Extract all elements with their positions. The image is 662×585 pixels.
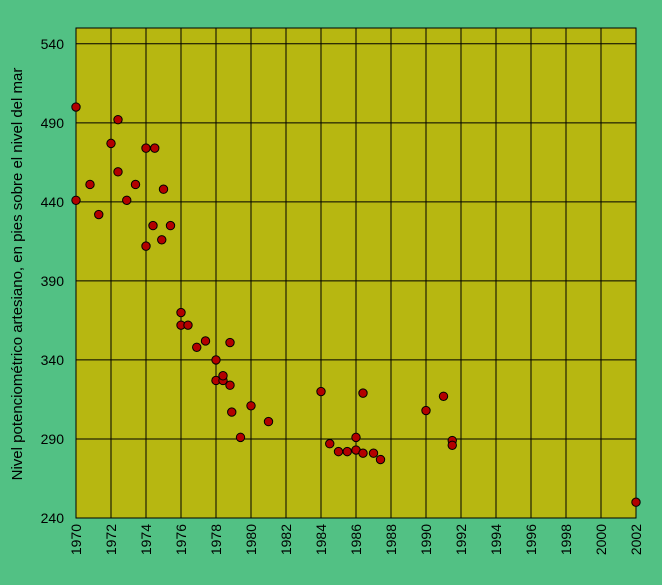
data-point bbox=[130, 179, 141, 190]
x-tick-label: 1998 bbox=[558, 524, 574, 555]
data-point bbox=[94, 209, 104, 220]
data-point bbox=[342, 446, 352, 457]
y-tick-label: 290 bbox=[41, 431, 65, 447]
y-tick-label: 240 bbox=[41, 510, 65, 526]
data-point bbox=[85, 179, 95, 190]
x-tick-label: 1994 bbox=[488, 524, 504, 555]
y-tick-label: 440 bbox=[41, 194, 65, 210]
data-point bbox=[447, 440, 457, 450]
x-tick-label: 1992 bbox=[453, 524, 469, 555]
data-point bbox=[71, 102, 81, 112]
x-tick-label: 1976 bbox=[173, 524, 189, 555]
x-tick-label: 1988 bbox=[383, 524, 399, 555]
data-point bbox=[235, 432, 246, 443]
data-point bbox=[421, 405, 431, 416]
data-point bbox=[246, 401, 256, 411]
data-point bbox=[200, 336, 211, 346]
data-point bbox=[225, 380, 235, 390]
data-point bbox=[113, 114, 123, 125]
x-tick-label: 1996 bbox=[523, 524, 539, 555]
data-point bbox=[325, 439, 335, 449]
data-point bbox=[157, 235, 167, 245]
data-point bbox=[176, 307, 186, 318]
data-point bbox=[165, 220, 176, 231]
x-tick-label: 1974 bbox=[138, 524, 154, 555]
data-point bbox=[316, 386, 326, 397]
data-point bbox=[148, 220, 158, 231]
x-tick-label: 2000 bbox=[593, 524, 609, 555]
data-point bbox=[192, 342, 202, 352]
data-point bbox=[183, 320, 193, 330]
data-point bbox=[218, 371, 228, 381]
y-tick-label: 390 bbox=[41, 273, 65, 289]
data-point bbox=[368, 448, 379, 458]
y-axis-ticks: 240 290 340 390 440 490 540 bbox=[41, 36, 65, 526]
data-point bbox=[333, 446, 344, 457]
x-axis-ticks: 1970 1972 1974 1976 1978 1980 1982 1984 1986 1988… bbox=[68, 524, 644, 555]
x-tick-label: 1978 bbox=[208, 524, 224, 555]
data-point bbox=[358, 448, 368, 458]
data-point bbox=[141, 241, 151, 251]
data-point bbox=[225, 337, 235, 348]
x-tick-label: 1984 bbox=[313, 524, 329, 555]
x-tick-label: 1970 bbox=[68, 524, 84, 555]
y-tick-label: 540 bbox=[41, 36, 65, 52]
y-axis-title: Nivel potenciométrico artesiano, en pies… bbox=[9, 68, 26, 481]
data-point bbox=[358, 388, 368, 398]
data-point bbox=[122, 195, 132, 205]
data-point bbox=[150, 143, 160, 153]
data-point bbox=[211, 355, 221, 365]
y-tick-label: 490 bbox=[41, 115, 65, 131]
data-point bbox=[71, 195, 81, 205]
data-point bbox=[141, 143, 151, 153]
data-point bbox=[375, 454, 386, 465]
data-point bbox=[438, 391, 449, 401]
data-point bbox=[227, 407, 237, 417]
data-point bbox=[263, 416, 274, 427]
data-point bbox=[106, 138, 116, 149]
x-tick-label: 1980 bbox=[243, 524, 259, 555]
x-tick-label: 2002 bbox=[628, 524, 644, 555]
y-tick-label: 340 bbox=[41, 352, 65, 368]
data-point bbox=[351, 432, 361, 443]
x-tick-label: 1986 bbox=[348, 524, 364, 555]
data-point bbox=[631, 497, 641, 507]
x-tick-label: 1990 bbox=[418, 524, 434, 555]
x-tick-label: 1982 bbox=[278, 524, 294, 555]
data-point bbox=[158, 184, 169, 194]
data-point bbox=[113, 167, 123, 177]
data-points bbox=[71, 102, 641, 507]
x-tick-label: 1972 bbox=[103, 524, 119, 555]
